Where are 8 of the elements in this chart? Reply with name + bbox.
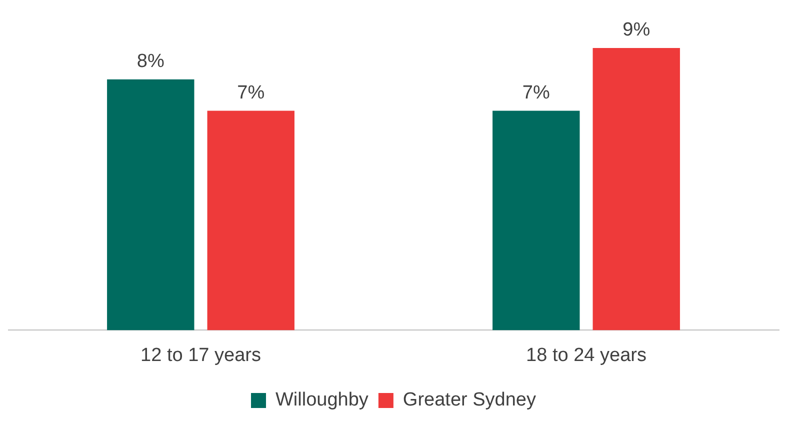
- data-label: 9%: [622, 20, 650, 41]
- x-tick-label: 12 to 17 years: [140, 344, 261, 366]
- legend-label: Greater Sydney: [402, 390, 536, 411]
- x-tick-label: 18 to 24 years: [526, 344, 646, 366]
- data-label: 7%: [237, 82, 265, 104]
- data-label: 8%: [136, 51, 164, 72]
- legend-label: Willoughby: [276, 390, 369, 411]
- data-label: 7%: [522, 82, 550, 104]
